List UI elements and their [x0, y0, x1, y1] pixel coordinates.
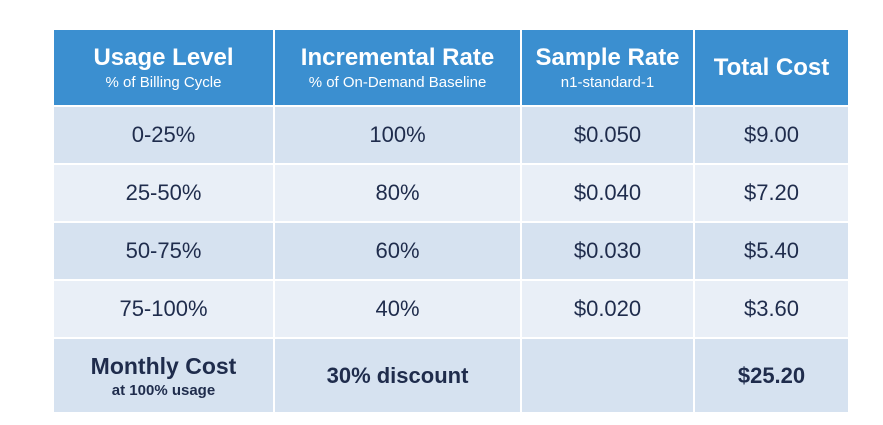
- table-cell: 0-25%: [52, 105, 275, 165]
- table-cell: $0.040: [520, 163, 695, 223]
- header-cell: Total Cost: [693, 28, 850, 107]
- header-title: Sample Rate: [535, 44, 680, 71]
- table-cell: $7.20: [693, 163, 850, 223]
- footer-cell: Monthly Cost at 100% usage: [52, 337, 275, 414]
- table-row: 50-75% 60% $0.030 $5.40: [52, 221, 850, 281]
- table-cell: $0.050: [520, 105, 695, 165]
- table-row: 75-100% 40% $0.020 $3.60: [52, 279, 850, 339]
- pricing-table: Usage Level % of Billing Cycle Incrementa…: [52, 28, 850, 414]
- table-cell: $0.030: [520, 221, 695, 281]
- table: Usage Level % of Billing Cycle Incrementa…: [52, 28, 850, 414]
- header-subtitle: % of Billing Cycle: [105, 74, 222, 91]
- table-row: 0-25% 100% $0.050 $9.00: [52, 105, 850, 165]
- footer-discount: 30% discount: [273, 337, 522, 414]
- table-cell: $3.60: [693, 279, 850, 339]
- table-cell: 100%: [273, 105, 522, 165]
- header-title: Incremental Rate: [300, 44, 495, 71]
- table-body: 0-25% 100% $0.050 $9.00 25-50% 80% $0.040 $7.20…: [52, 105, 850, 339]
- header-cell: Sample Rate n1-standard-1: [520, 28, 695, 107]
- header-cell: Usage Level % of Billing Cycle: [52, 28, 275, 107]
- table-cell: $9.00: [693, 105, 850, 165]
- header-row: Usage Level % of Billing Cycle Incrementa…: [52, 28, 850, 107]
- footer-label: Monthly Cost: [90, 352, 237, 379]
- header-title: Usage Level: [93, 44, 234, 71]
- header-title: Total Cost: [713, 53, 830, 81]
- header-cell: Incremental Rate % of On-Demand Baseline: [273, 28, 522, 107]
- footer-row: Monthly Cost at 100% usage 30% discount $…: [52, 337, 850, 414]
- table-cell: $0.020: [520, 279, 695, 339]
- table-cell: $5.40: [693, 221, 850, 281]
- header-subtitle: % of On-Demand Baseline: [308, 74, 487, 91]
- footer-sublabel: at 100% usage: [111, 381, 216, 399]
- table-cell: 75-100%: [52, 279, 275, 339]
- table-row: 25-50% 80% $0.040 $7.20: [52, 163, 850, 223]
- table-cell: 60%: [273, 221, 522, 281]
- footer-total: $25.20: [693, 337, 850, 414]
- table-cell: 25-50%: [52, 163, 275, 223]
- header-subtitle: n1-standard-1: [560, 74, 655, 91]
- table-cell: 50-75%: [52, 221, 275, 281]
- table-cell: 40%: [273, 279, 522, 339]
- footer-empty: [520, 337, 695, 414]
- table-cell: 80%: [273, 163, 522, 223]
